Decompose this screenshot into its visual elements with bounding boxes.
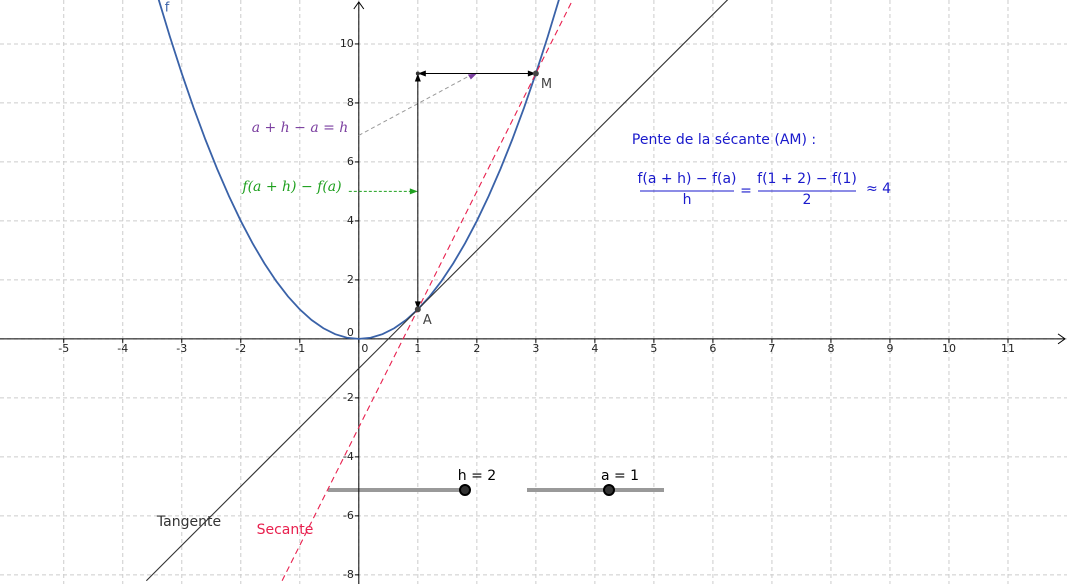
y-tick-label: -2	[343, 391, 354, 404]
curve	[145, 0, 729, 582]
slider-knob[interactable]	[459, 484, 471, 496]
slope-title: Pente de la sécante (AM) :	[632, 132, 816, 148]
formula: f(a + h) − f(a) h = f(1 + 2) − f(1) 2 ≈ …	[638, 171, 892, 208]
y-tick-label: -4	[343, 450, 354, 463]
curve	[281, 2, 572, 582]
arrow-head	[467, 73, 477, 80]
y-tick-label: 2	[347, 273, 354, 286]
x-tick-label: 11	[1001, 342, 1015, 355]
x-axis-arrow	[1057, 333, 1066, 345]
x-tick-label: 1	[414, 342, 421, 355]
x-tick-label: -1	[294, 342, 305, 355]
numerator: f(1 + 2) − f(1)	[757, 171, 857, 187]
equals: =	[740, 183, 752, 199]
numerator: f(a + h) − f(a)	[638, 171, 737, 187]
x-tick-label: 9	[886, 342, 893, 355]
approx: ≈ 4	[866, 181, 891, 197]
curve	[157, 0, 560, 340]
point-label: M	[541, 77, 552, 92]
x-tick-label: -5	[58, 342, 69, 355]
point	[532, 70, 539, 77]
slider-a[interactable]: a = 1	[527, 468, 664, 496]
guide-arrow	[358, 73, 475, 136]
y-tick-label: -8	[343, 568, 354, 581]
annotation: f(a + h) − f(a)	[241, 179, 341, 195]
denominator: 2	[803, 192, 812, 208]
point-label: A	[423, 313, 432, 328]
y-tick-label: 6	[347, 155, 354, 168]
x-tick-label: 6	[709, 342, 716, 355]
annotation: a + h − a = h	[252, 120, 349, 136]
x-tick-label: 0	[361, 342, 368, 355]
corner-point	[415, 71, 420, 76]
slider-label: a = 1	[601, 468, 639, 484]
x-tick-label: -4	[117, 342, 128, 355]
curve-label: Tangente	[156, 514, 221, 530]
x-tick-label: -2	[235, 342, 246, 355]
x-tick-label: 4	[591, 342, 598, 355]
x-tick-label: 3	[532, 342, 539, 355]
y-tick-label: -6	[343, 509, 354, 522]
slider-knob[interactable]	[603, 484, 615, 496]
slider-h[interactable]: h = 2	[328, 468, 496, 496]
x-tick-label: 7	[768, 342, 775, 355]
slider-label: h = 2	[458, 468, 496, 484]
denominator: h	[683, 192, 692, 208]
point	[414, 306, 421, 313]
y-tick-label: 4	[347, 214, 354, 227]
x-tick-label: 2	[473, 342, 480, 355]
curve-label: Secante	[257, 522, 314, 538]
x-tick-label: -3	[176, 342, 187, 355]
y-tick-label: 10	[340, 37, 354, 50]
x-tick-label: 10	[942, 342, 956, 355]
x-tick-label: 5	[650, 342, 657, 355]
y-axis-arrow	[353, 1, 365, 10]
x-tick-label: 8	[827, 342, 834, 355]
y-tick-label: 0	[347, 326, 354, 339]
curve-label: f	[165, 1, 170, 16]
y-tick-label: 8	[347, 96, 354, 109]
arrow-head	[409, 188, 418, 195]
